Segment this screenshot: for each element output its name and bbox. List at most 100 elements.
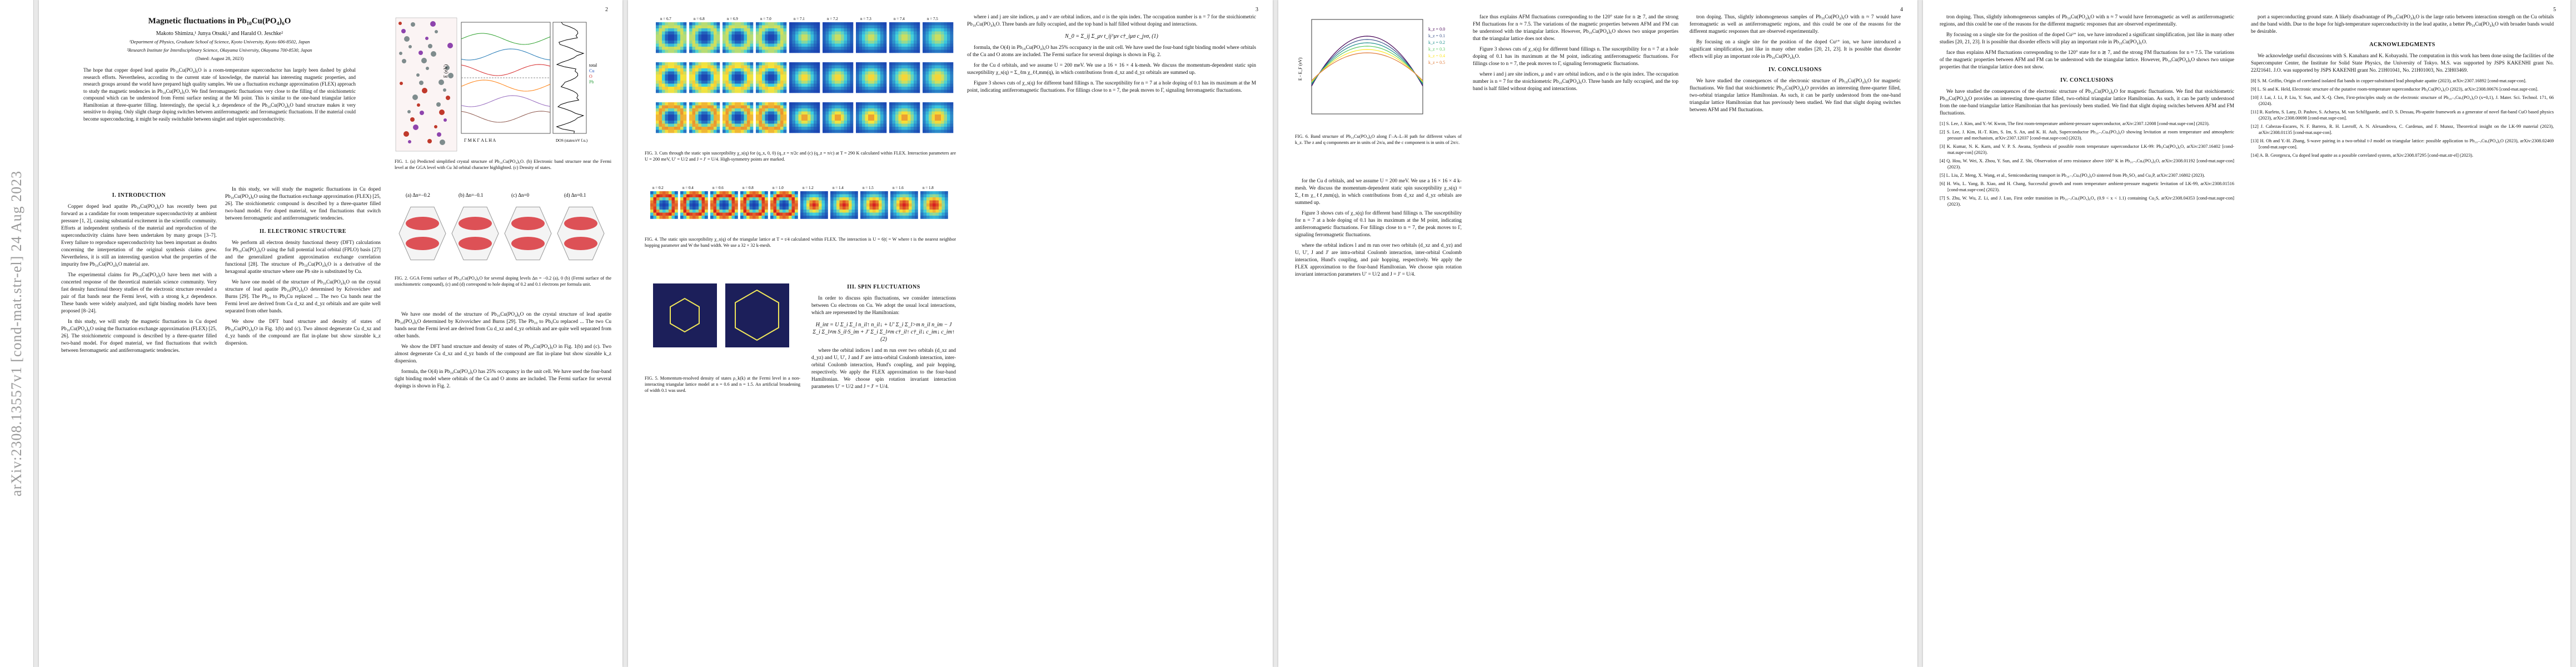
- heatmap-cell: [792, 77, 796, 81]
- heatmap-cell: [705, 203, 708, 207]
- heatmap-cell: [931, 108, 935, 112]
- heatmap-cell: [868, 31, 871, 35]
- heatmap-cell: [895, 37, 899, 41]
- heatmap-cell: [674, 117, 677, 121]
- heatmap-cell: [874, 115, 878, 118]
- heatmap-cell: [729, 121, 732, 124]
- heatmap-cell: [795, 194, 798, 198]
- heatmap-cell: [798, 74, 802, 78]
- heatmap-cell: [880, 117, 884, 121]
- heatmap-cell: [874, 47, 878, 50]
- heatmap-cell: [795, 206, 798, 210]
- heatmap-cell: [810, 121, 814, 124]
- reference-item[interactable]: [7] S. Zhu, W. Wu, Z. Li, and J. Luo, Fi…: [1940, 196, 2234, 207]
- heatmap-cell: [950, 130, 954, 133]
- heatmap-cell: [744, 102, 748, 106]
- heatmap-cell: [895, 83, 899, 87]
- heatmap-cell: [931, 123, 935, 127]
- heatmap-cell: [723, 117, 726, 121]
- heatmap-cell: [905, 216, 909, 219]
- heatmap-cell: [707, 71, 711, 75]
- heatmap-cell: [910, 41, 914, 44]
- reference-item[interactable]: [13] H. Oh and Y.-H. Zhang, S-wave pairi…: [2251, 138, 2554, 150]
- heatmap-cell: [868, 102, 871, 106]
- reference-item[interactable]: [8] S. M. Griffin, Origin of correlated …: [2251, 78, 2527, 83]
- heatmap-cell: [689, 212, 693, 216]
- heatmap-cell: [662, 121, 665, 124]
- heatmap-cell: [931, 77, 935, 81]
- heatmap-cell: [821, 206, 825, 210]
- reference-item[interactable]: [6] H. Wu, L. Yang, B. Xiao, and H. Chan…: [1940, 181, 2234, 192]
- heatmap-cell: [835, 102, 838, 106]
- heatmap-cell: [843, 203, 846, 207]
- heatmap-cell: [662, 87, 665, 90]
- heatmap-cell: [683, 68, 687, 72]
- heatmap-cell: [877, 65, 881, 69]
- paragraph: Figure 3 shows cuts of χ_s(q) for differ…: [1473, 47, 1678, 67]
- heatmap-cell: [939, 210, 942, 213]
- heatmap-cell: [789, 22, 793, 26]
- heatmap-cell: [810, 28, 814, 32]
- reference-item[interactable]: [9] L. Si and K. Held, Electronic struct…: [2251, 87, 2539, 92]
- heatmap-cell: [755, 210, 759, 213]
- heatmap-cell: [665, 37, 669, 41]
- heatmap-cell: [798, 22, 802, 26]
- reference-item[interactable]: [4] Q. Hou, W. Wei, X. Zhou, Y. Sun, and…: [1940, 158, 2234, 170]
- heatmap-cell: [883, 111, 887, 115]
- reference-item[interactable]: [14] A. B. Georgescu, Cu doped lead apat…: [2251, 153, 2474, 158]
- heatmap-cell: [865, 123, 869, 127]
- heatmap-cell: [689, 115, 692, 118]
- reference-item[interactable]: [2] S. Lee, J. Kim, H.-T. Kim, S. Im, S.…: [1940, 130, 2234, 141]
- heatmap-cell: [714, 89, 717, 93]
- heatmap-cell: [710, 210, 714, 213]
- heatmap-cell: [795, 127, 799, 130]
- heatmap-cell: [719, 216, 723, 219]
- reference-item[interactable]: [10] J. Lai, J. Li, P. Liu, Y. Sun, and …: [2251, 95, 2554, 106]
- page-1: 2 Magnetic fluctuations in Pb₁₀Cu(PO₄)₆O…: [39, 0, 622, 667]
- heatmap-cell: [849, 216, 852, 219]
- heatmap-cell: [798, 127, 802, 130]
- heatmap-cell: [710, 43, 714, 47]
- heatmap-cell: [701, 41, 705, 44]
- heatmap-cell: [765, 197, 768, 201]
- heatmap-cell: [929, 197, 933, 201]
- heatmap-cell: [893, 216, 897, 219]
- abstract: The hope that copper doped lead apatite …: [83, 67, 356, 122]
- heatmap-cell: [743, 216, 747, 219]
- heatmap-cell: [744, 108, 748, 112]
- heatmap-cell: [836, 206, 840, 210]
- heatmap-cell: [923, 117, 926, 121]
- heatmap-cell: [780, 123, 784, 127]
- heatmap-cell: [923, 89, 926, 93]
- reference-item[interactable]: [1] S. Lee, J. Kim, and Y.-W. Kwon, The …: [1940, 121, 2210, 126]
- heatmap-cell: [847, 108, 850, 112]
- heatmap-cell: [944, 37, 948, 41]
- fig6-ylabel: E - E_F (eV): [1298, 57, 1303, 81]
- heatmap-cell: [714, 87, 717, 90]
- heatmap-cell: [707, 111, 711, 115]
- atom: [398, 22, 402, 25]
- heatmap-cell: [916, 130, 920, 133]
- heatmap-cell: [925, 83, 929, 87]
- heatmap-cell: [808, 43, 811, 47]
- heatmap-cell: [789, 123, 793, 127]
- heatmap-cell: [780, 81, 784, 84]
- heatmap-cell: [771, 108, 775, 112]
- reference-item[interactable]: [5] L. Liu, Z. Meng, X. Wang, et al., Se…: [1940, 173, 2205, 178]
- reference-item[interactable]: [11] R. Kurleto, S. Lany, D. Pashov, S. …: [2251, 109, 2554, 121]
- heatmap-cell: [841, 71, 844, 75]
- heatmap-cell: [825, 62, 829, 66]
- heatmap-cell: [838, 22, 841, 26]
- heatmap-cell: [871, 41, 875, 44]
- heatmap-cell: [759, 89, 763, 93]
- heatmap-cell: [746, 203, 750, 207]
- heatmap-cell: [705, 191, 708, 195]
- heatmap-cell: [795, 68, 799, 72]
- heatmap-cell: [816, 25, 820, 29]
- reference-item[interactable]: [3] K. Kumar, N. K. Karn, and V. P. S. A…: [1940, 144, 2234, 155]
- heatmap-cell: [662, 216, 666, 219]
- heatmap-cell: [723, 47, 726, 50]
- heatmap-cell: [683, 105, 687, 109]
- heatmap-cell: [677, 65, 681, 69]
- reference-item[interactable]: [12] J. Cabezas-Escares, N. F. Barrera, …: [2251, 124, 2554, 135]
